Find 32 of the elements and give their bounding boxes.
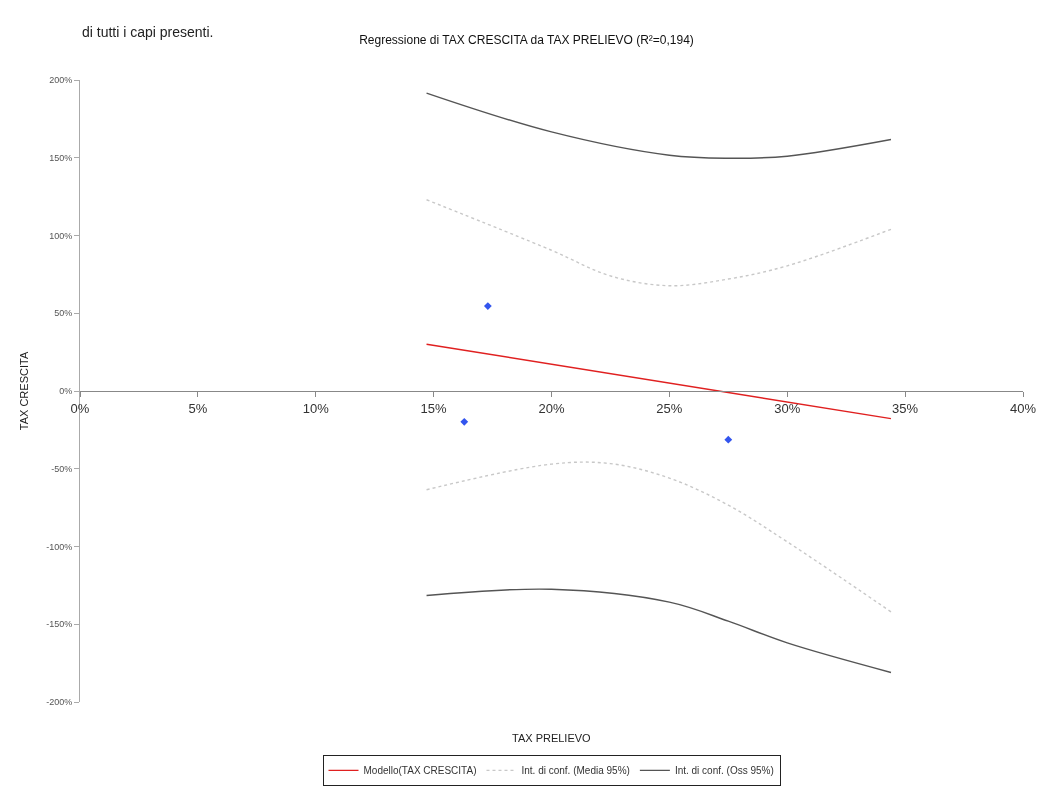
line-series bbox=[425, 199, 892, 287]
x-tick-label: 5% bbox=[188, 400, 208, 416]
point bbox=[483, 302, 492, 310]
line-series bbox=[425, 92, 892, 159]
x-axis-title: TAX PRELIEVO bbox=[512, 732, 592, 744]
y-tick-label: 200% bbox=[49, 75, 73, 86]
y-tick-label: -150% bbox=[46, 619, 73, 630]
legend-label: Int. di conf. (Oss 95%) bbox=[674, 765, 774, 777]
legend-label: Int. di conf. (Media 95%) bbox=[521, 765, 630, 777]
y-tick-label: -50% bbox=[51, 463, 73, 474]
x-tick-label: 35% bbox=[892, 400, 919, 416]
x-tick-label: 25% bbox=[656, 400, 683, 416]
y-tick-label: 150% bbox=[49, 152, 73, 163]
y-tick-label: -200% bbox=[46, 697, 73, 708]
point bbox=[460, 417, 469, 426]
y-axis-title: TAX CRESCITA bbox=[17, 351, 30, 431]
y-tick-label: -100% bbox=[46, 541, 73, 552]
x-tick-label: 30% bbox=[774, 400, 801, 416]
x-tick-label: 10% bbox=[302, 400, 330, 416]
line-series bbox=[425, 588, 892, 674]
x-tick-label: 0% bbox=[70, 400, 90, 416]
x-tick-label: 15% bbox=[420, 400, 448, 416]
line-series bbox=[425, 461, 892, 613]
x-tick-label: 20% bbox=[538, 400, 565, 416]
text: di tutti i capi presenti. bbox=[82, 24, 214, 40]
y-tick-label: 50% bbox=[54, 308, 73, 319]
x-tick-label: 40% bbox=[1009, 400, 1037, 416]
chart-title: Regressione di TAX CRESCITA da TAX PRELIEVO (R²=0,194) bbox=[359, 33, 694, 48]
y-tick-label: 100% bbox=[49, 230, 73, 241]
y-tick-label: 0% bbox=[59, 386, 73, 397]
point bbox=[724, 435, 733, 444]
legend-label: Modello(TAX CRESCITA) bbox=[363, 765, 477, 777]
